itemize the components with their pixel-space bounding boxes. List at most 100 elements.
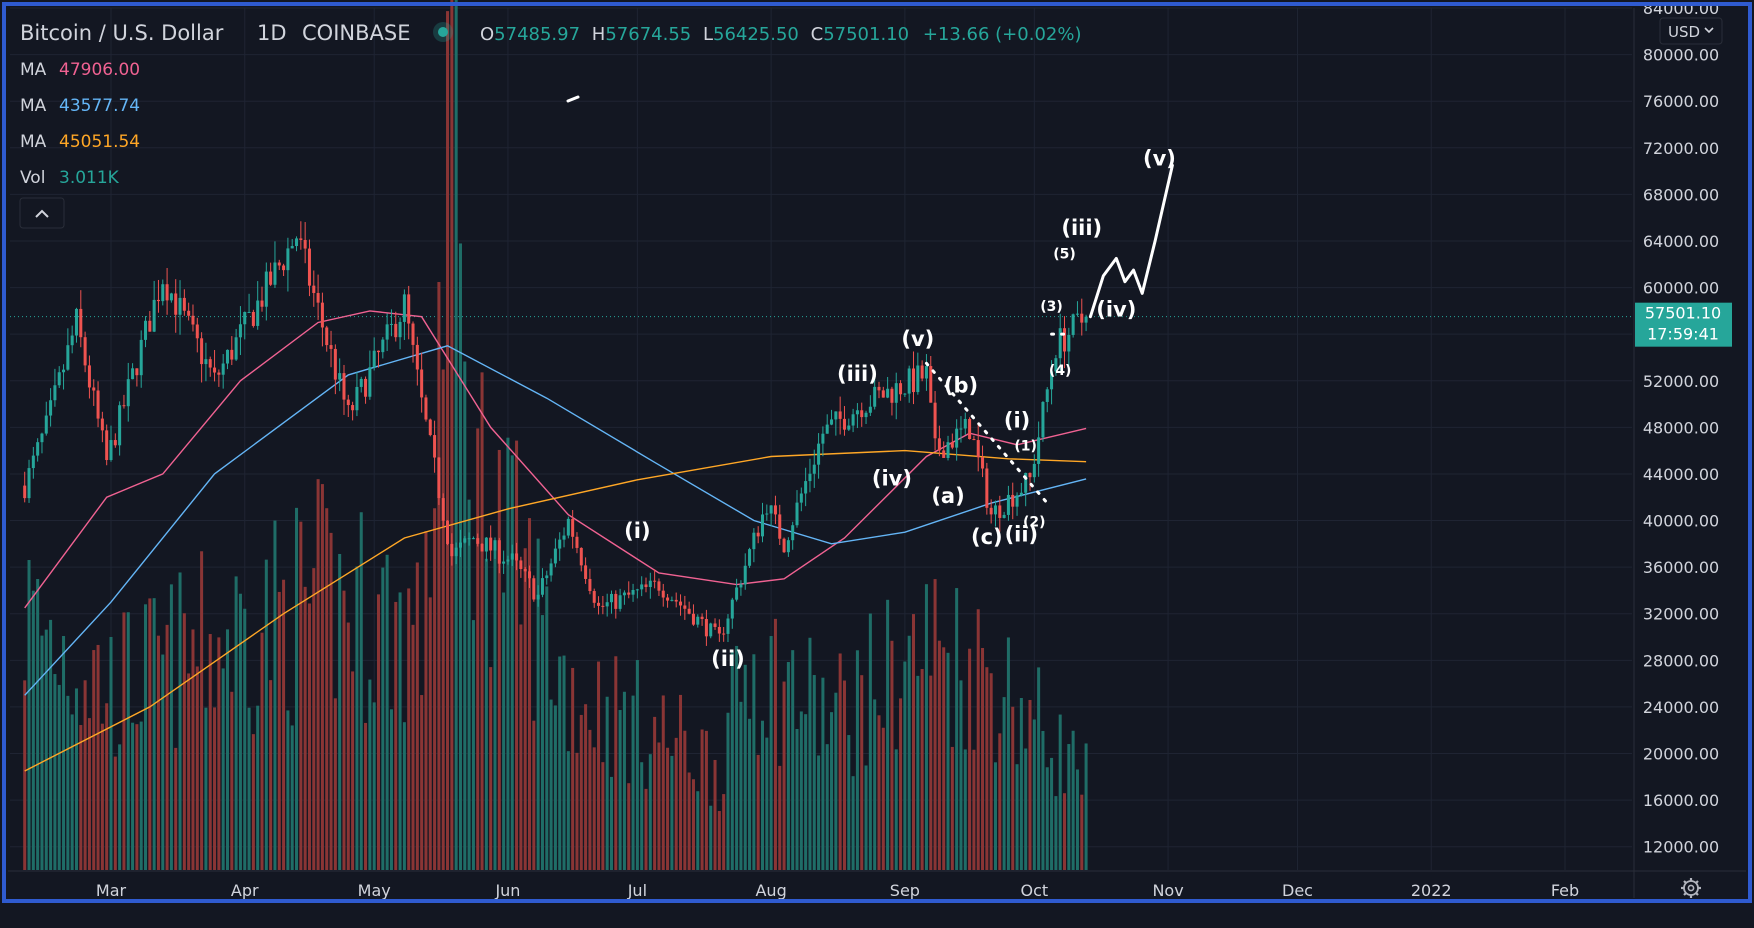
volume-bar — [752, 654, 756, 870]
candle-body — [959, 428, 963, 430]
candle-body — [830, 419, 834, 425]
candle-body — [70, 335, 74, 346]
volume-bar — [748, 718, 752, 870]
volume-bar — [907, 635, 911, 870]
candle-body — [277, 262, 281, 266]
volume-bar — [325, 508, 329, 870]
volume-bar — [126, 612, 130, 870]
candle-body — [661, 590, 665, 598]
candle-body — [834, 411, 838, 420]
price-tick-label: 28000.00 — [1643, 651, 1719, 670]
volume-bar — [385, 554, 389, 870]
volume-bar — [286, 710, 290, 870]
last-price-background — [1635, 302, 1732, 347]
volume-bar — [1071, 730, 1075, 870]
volume-bar — [661, 695, 665, 870]
time-tick-label: Nov — [1152, 881, 1183, 900]
volume-bar — [1050, 757, 1054, 870]
candle-body — [53, 385, 57, 401]
candle-body — [782, 538, 786, 553]
candle-body — [49, 400, 53, 416]
candle-body — [437, 457, 441, 499]
legend-label: MA — [20, 132, 47, 152]
candle-body — [497, 540, 501, 564]
volume-bar — [40, 635, 44, 870]
volume-bar — [100, 723, 104, 870]
legend-ma-3[interactable]: MA 45051.54 — [20, 132, 140, 152]
volume-bar — [200, 551, 204, 870]
interval-label[interactable]: 1D — [257, 21, 287, 45]
volume-bar — [394, 601, 398, 870]
candle-body — [631, 589, 635, 595]
candle-body — [614, 593, 618, 609]
candle-body — [1075, 313, 1079, 315]
volume-bar — [894, 749, 898, 870]
legend-collapse-frame — [19, 197, 65, 229]
candle-body — [911, 368, 916, 393]
candle-body — [1067, 334, 1071, 352]
time-tick-label: Feb — [1551, 881, 1579, 900]
time-axis-labels[interactable]: Mar Apr May Jun Jul Aug Sep Oct Nov Dec 2022 Feb — [96, 881, 1579, 900]
volume-bar — [515, 440, 519, 870]
candle-body — [1063, 328, 1067, 352]
candle-body — [743, 565, 747, 585]
candle-body — [66, 345, 70, 370]
volume-bar — [1015, 764, 1019, 870]
candle-body — [389, 323, 393, 325]
volume-bar — [778, 765, 782, 870]
volume-bar — [1054, 796, 1058, 870]
volume-bar — [540, 615, 544, 870]
symbol-title[interactable]: Bitcoin / U.S. Dollar — [20, 21, 224, 45]
volume-bar — [247, 707, 251, 870]
volume-bar — [528, 518, 532, 870]
candle-body — [394, 323, 398, 338]
volume-bar — [670, 755, 674, 870]
volume-bar — [316, 479, 320, 870]
volume-bar — [295, 507, 299, 870]
volume-bar — [118, 744, 122, 870]
legend-volume[interactable]: Vol 3.011K — [20, 168, 120, 188]
volume-bar — [674, 737, 678, 870]
volume-bar — [299, 521, 303, 870]
wave-label: (iv) — [872, 467, 912, 491]
candle-body — [886, 388, 890, 398]
volume-bar — [290, 725, 294, 870]
chart-settings-button[interactable] — [1681, 878, 1701, 898]
candle-body — [920, 365, 924, 379]
candle-body — [217, 372, 221, 375]
candle-body — [838, 411, 842, 419]
volume-bar — [428, 597, 432, 870]
candle-body — [398, 321, 402, 338]
legend-collapse-button[interactable] — [19, 197, 65, 229]
price-tick-label: 80000.00 — [1643, 46, 1719, 65]
volume-bar — [303, 586, 307, 870]
legend-ma-1[interactable]: MA 47906.00 — [20, 60, 140, 80]
volume-bar — [424, 531, 428, 870]
candle-body — [704, 618, 708, 637]
candle-body — [489, 537, 493, 551]
candle-body — [670, 599, 674, 601]
wave-label: (ii) — [711, 647, 745, 671]
candle-body — [981, 457, 985, 469]
candle-body — [769, 505, 773, 514]
candle-body — [467, 538, 471, 540]
volume-bar — [364, 722, 368, 870]
volume-bar — [217, 637, 221, 870]
candle-body — [372, 350, 376, 368]
legend-ma-2[interactable]: MA 43577.74 — [20, 96, 140, 116]
candle-body — [1015, 495, 1019, 507]
currency-selector[interactable]: USD — [1659, 17, 1723, 45]
candle-body — [351, 405, 355, 411]
candle-body — [588, 578, 592, 592]
volume-bar — [476, 428, 480, 870]
price-axis[interactable] — [1634, 8, 1746, 872]
volume-bar — [648, 754, 652, 870]
candle-body — [696, 616, 700, 625]
candle-body — [355, 386, 359, 411]
candle-body — [1058, 328, 1062, 359]
candle-body — [968, 418, 972, 440]
volume-bar — [230, 691, 234, 870]
candle-body — [907, 368, 911, 394]
low-value: 56425.50 — [713, 24, 799, 45]
